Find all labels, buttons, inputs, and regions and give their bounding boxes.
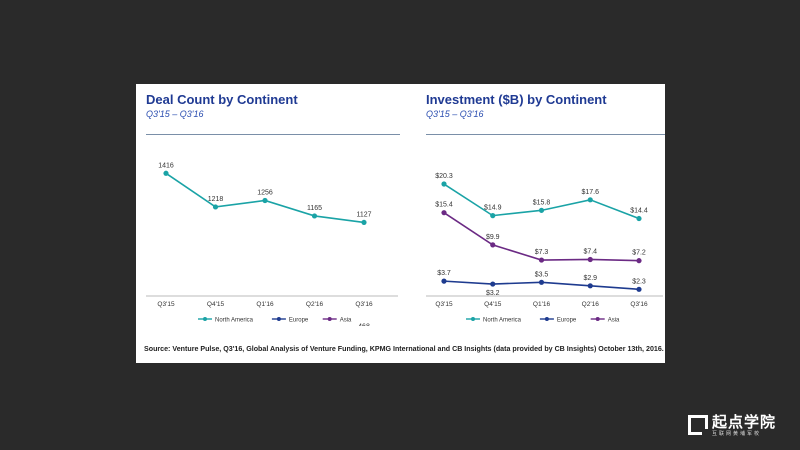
- investment-legend-north-america-label: North America: [483, 317, 522, 323]
- investment-tick-label: Q1'16: [533, 301, 551, 308]
- deal-count-rule: [146, 134, 400, 135]
- investment-north-america-data-label: $15.8: [533, 199, 551, 206]
- investment-tick-label: Q3'15: [435, 301, 453, 308]
- investment-tick-label: Q4'15: [484, 301, 502, 308]
- logo-mark-icon: [688, 415, 709, 436]
- deal-count-north-america-data-label: 1165: [307, 205, 322, 212]
- investment-north-america-point: [636, 215, 642, 222]
- investment-title: Investment ($B) by Continent: [426, 92, 607, 107]
- deal-count-europe-data-label: 468: [358, 323, 370, 326]
- investment-legend-europe-label: Europe: [557, 317, 577, 323]
- logo: 起点学院 互联网黄埔军校: [688, 414, 776, 444]
- investment-asia-data-label: $7.4: [583, 248, 597, 255]
- investment-europe-point: [636, 286, 642, 292]
- deal-count-north-america-data-label: 1218: [208, 196, 224, 203]
- investment-tick-label: Q3'16: [630, 301, 648, 308]
- investment-asia-point: [490, 242, 496, 248]
- deal-count-tick-label: Q3'16: [355, 301, 373, 308]
- investment-north-america-point: [587, 197, 593, 203]
- deal-count-north-america-point: [262, 197, 268, 204]
- deal-count-legend-europe-marker: [276, 317, 281, 321]
- investment-legend-north-america-marker: [471, 317, 475, 321]
- logo-main-text: 起点学院: [712, 414, 777, 431]
- investment-asia-point: [538, 257, 545, 263]
- deal-count-tick-label: Q4'15: [207, 301, 225, 308]
- investment-asia-point: [441, 210, 447, 216]
- investment-north-america-data-label: $14.4: [630, 208, 648, 215]
- deal-count-tick-label: Q3'15: [157, 301, 175, 308]
- investment-legend-europe-marker: [544, 317, 549, 321]
- investment-asia-point: [587, 256, 593, 263]
- deal-count-north-america-data-label: 1256: [257, 189, 273, 196]
- investment-north-america-data-label: $17.6: [581, 189, 599, 196]
- investment-asia-data-label: $9.9: [486, 234, 500, 241]
- investment-rule: [426, 134, 665, 135]
- investment-europe-point: [587, 283, 593, 289]
- investment-europe-data-label: $3.2: [486, 290, 500, 297]
- investment-north-america-point: [441, 181, 447, 187]
- investment-europe-point: [490, 281, 496, 287]
- investment-legend-asia-label: Asia: [608, 317, 620, 323]
- investment-europe-point: [538, 279, 545, 285]
- investment-north-america-data-label: $14.9: [484, 205, 502, 212]
- deal-count-north-america-point: [163, 170, 169, 176]
- slide: Deal Count by Continent Q3'15 – Q3'16 In…: [136, 84, 665, 363]
- investment-europe-data-label: $3.7: [437, 270, 451, 277]
- investment-legend-asia-marker: [595, 317, 600, 321]
- investment-asia-data-label: $7.2: [632, 250, 646, 257]
- deal-count-north-america-data-label: 1127: [356, 211, 371, 218]
- deal-count-legend-asia-marker: [327, 317, 332, 321]
- investment-europe-data-label: $2.3: [632, 278, 646, 285]
- investment-asia-point: [636, 258, 642, 264]
- logo-small-text: 互联网黄埔军校: [712, 431, 762, 437]
- investment-subtitle: Q3'15 – Q3'16: [426, 109, 484, 119]
- deal-count-title: Deal Count by Continent: [146, 92, 298, 107]
- deal-count-north-america-line: [165, 172, 365, 224]
- investment-north-america-point: [538, 207, 545, 213]
- deal-count-tick-label: Q1'16: [256, 301, 274, 308]
- investment-north-america-point: [490, 213, 496, 219]
- deal-count-chart: Q3'15 Q4'15 Q1'16 Q2'16 Q3'16 1416 1218 1256 116…: [146, 162, 398, 326]
- investment-north-america-data-label: $20.3: [435, 173, 453, 180]
- investment-europe-point: [441, 278, 447, 284]
- deal-count-north-america-data-label: 1416: [158, 162, 174, 169]
- deal-count-legend-north-america-label: North America: [215, 317, 254, 323]
- investment-asia-data-label: $15.4: [435, 202, 453, 209]
- deal-count-legend-asia-label: Asia: [340, 317, 352, 323]
- investment-chart: Q3'15 Q4'15 Q1'16 Q2'16 Q3'16 $20.3 $14.9 $15.8…: [426, 173, 663, 323]
- deal-count-subtitle: Q3'15 – Q3'16: [146, 109, 204, 119]
- deal-count-north-america-point: [361, 219, 367, 226]
- deal-count-legend-north-america-marker: [203, 317, 207, 321]
- deal-count-tick-label: Q2'16: [306, 301, 324, 308]
- investment-asia-data-label: $7.3: [535, 249, 549, 256]
- deal-count-north-america-point: [212, 204, 219, 210]
- deal-count-legend-europe-label: Europe: [289, 317, 309, 323]
- investment-tick-label: Q2'16: [582, 301, 600, 308]
- investment-europe-data-label: $3.5: [535, 271, 549, 278]
- deal-count-north-america-point: [311, 213, 318, 219]
- investment-europe-data-label: $2.9: [583, 275, 597, 282]
- source-note: Source: Venture Pulse, Q3'16, Global Ana…: [144, 345, 664, 353]
